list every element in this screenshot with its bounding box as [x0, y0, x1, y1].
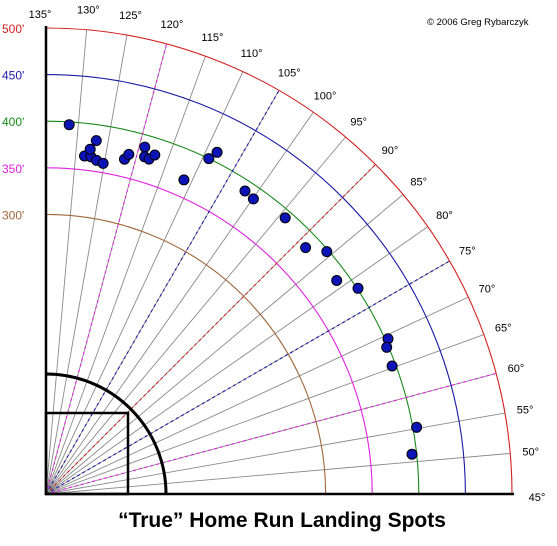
angle-label-115: 115° — [201, 32, 223, 44]
angle-label-80: 80° — [436, 210, 453, 222]
distance-labels: 300' 350' 400' 450' 500' — [2, 22, 24, 222]
arc-450 — [45, 74, 466, 495]
copyright-text: © 2006 Greg Rybarczyk — [427, 17, 529, 28]
angle-label-45: 45° — [529, 492, 546, 504]
distance-label-300: 300' — [2, 208, 24, 222]
landing-point-10 — [139, 141, 151, 153]
landing-point-5 — [90, 135, 102, 147]
ray-120 — [45, 43, 168, 495]
infield-arc — [45, 372, 168, 495]
landing-point-25 — [381, 341, 393, 353]
landing-point-15 — [203, 153, 215, 165]
arc-500 — [45, 27, 513, 495]
landing-point-14 — [178, 174, 190, 186]
angle-label-100: 100° — [314, 91, 337, 103]
ray-110 — [45, 71, 244, 495]
angle-label-120: 120° — [161, 19, 184, 31]
ray-50 — [45, 452, 511, 495]
landing-points — [63, 119, 423, 460]
ray-90 — [45, 164, 376, 495]
distance-label-500: 500' — [2, 22, 24, 36]
landing-point-20 — [300, 242, 312, 254]
angle-label-110: 110° — [241, 48, 263, 60]
landing-point-18 — [247, 193, 259, 205]
landing-point-4 — [84, 143, 96, 155]
landing-point-28 — [406, 448, 418, 460]
ray-80 — [45, 226, 428, 495]
dashed-ray-105 — [45, 90, 280, 495]
angle-label-130: 130° — [77, 4, 100, 16]
landing-point-17 — [239, 185, 251, 197]
angle-label-125: 125° — [119, 10, 142, 22]
angle-label-70: 70° — [479, 283, 496, 295]
chart-title: “True” Home Run Landing Spots — [118, 509, 446, 532]
angle-label-95: 95° — [350, 116, 367, 128]
angle-label-75: 75° — [459, 246, 476, 258]
angle-label-65: 65° — [495, 323, 512, 335]
landing-point-27 — [411, 421, 423, 433]
angle-rays — [45, 28, 512, 495]
angle-tick-labels: 135° 130° 125° 120° 115° 110° 105° 100° 95° 90° 85… — [29, 4, 546, 504]
ray-95 — [45, 136, 346, 495]
angle-label-55: 55° — [517, 405, 534, 417]
ray-130 — [45, 29, 88, 495]
angle-label-90: 90° — [382, 145, 399, 157]
ray-55 — [45, 412, 505, 495]
landing-point-26 — [386, 360, 398, 372]
angle-label-105: 105° — [278, 68, 301, 80]
landing-point-21 — [321, 246, 333, 258]
ray-75 — [45, 260, 450, 495]
ray-60 — [45, 372, 497, 495]
landing-point-22 — [331, 275, 343, 286]
landing-point-19 — [279, 212, 291, 224]
angle-label-50: 50° — [522, 447, 539, 459]
landing-point-1 — [63, 119, 75, 131]
distance-label-450: 450' — [2, 69, 24, 83]
ray-100 — [45, 112, 314, 495]
landing-point-7 — [97, 157, 109, 169]
ray-115 — [45, 55, 206, 495]
chart-axes — [44, 26, 514, 496]
landing-point-16 — [211, 146, 223, 158]
angle-label-60: 60° — [508, 363, 525, 375]
distance-label-400: 400' — [2, 115, 24, 129]
ray-70 — [45, 296, 469, 495]
distance-label-350: 350' — [2, 162, 24, 176]
landing-point-9 — [123, 148, 135, 160]
landing-point-13 — [149, 149, 161, 161]
ray-105 — [45, 90, 280, 495]
ray-125 — [45, 35, 128, 495]
ray-85 — [45, 194, 404, 495]
angle-label-85: 85° — [410, 176, 427, 188]
ray-65 — [45, 334, 485, 495]
landing-point-23 — [352, 282, 364, 294]
arc-300 — [45, 213, 327, 495]
angle-label-135: 135° — [29, 9, 52, 21]
